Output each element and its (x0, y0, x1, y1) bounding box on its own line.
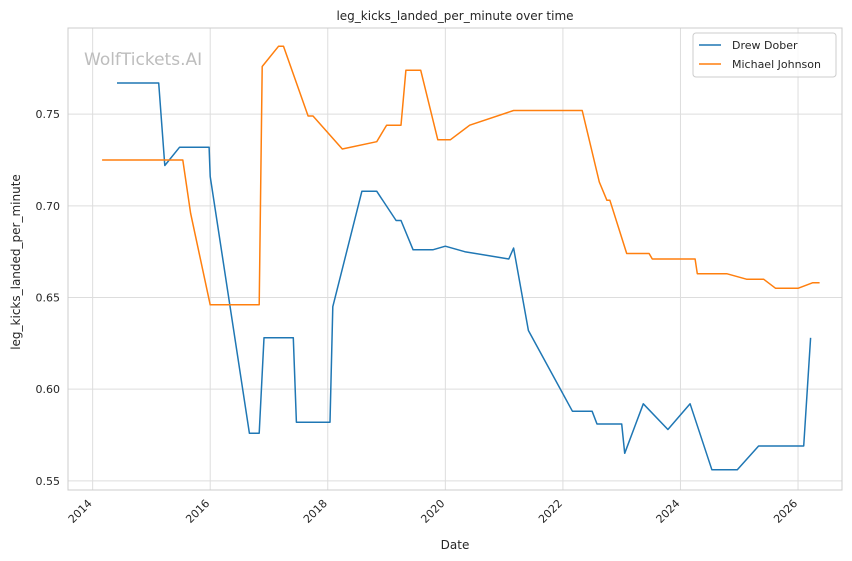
series-layer (102, 45, 820, 471)
x-axis-title: Date (441, 538, 470, 552)
y-tick-label: 0.65 (36, 292, 61, 305)
y-axis-title: leg_kicks_landed_per_minute (9, 174, 23, 350)
legend: Drew Dober Michael Johnson (692, 32, 837, 78)
watermark: WolfTickets.AI (84, 50, 202, 70)
chart-title: leg_kicks_landed_per_minute over time (336, 9, 573, 23)
series-line-drew-dober (117, 82, 812, 471)
legend-box (692, 32, 837, 78)
plot-frame (67, 27, 843, 491)
y-tick-label: 0.70 (36, 200, 61, 213)
series-line-michael-johnson (102, 45, 820, 306)
y-axis-ticks: 0.55 0.60 0.65 0.70 0.75 (36, 108, 61, 488)
y-tick-label: 0.55 (36, 475, 61, 488)
y-tick-label: 0.75 (36, 108, 61, 121)
legend-label-michael-johnson: Michael Johnson (732, 58, 821, 71)
y-tick-label: 0.60 (36, 383, 61, 396)
legend-label-drew-dober: Drew Dober (732, 39, 798, 52)
